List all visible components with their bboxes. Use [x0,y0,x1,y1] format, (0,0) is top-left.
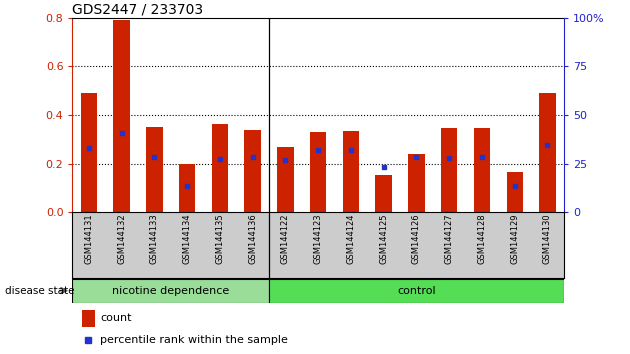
Text: GSM144124: GSM144124 [346,214,355,264]
Text: GSM144136: GSM144136 [248,214,257,264]
Text: GSM144129: GSM144129 [510,214,519,264]
Text: GSM144128: GSM144128 [478,214,486,264]
Text: GSM144132: GSM144132 [117,214,126,264]
Bar [244,130,261,212]
Bar [179,164,195,212]
Text: GSM144127: GSM144127 [445,214,454,264]
Bar [212,124,228,212]
Bar [72,279,269,303]
Bar [113,20,130,212]
Bar [441,129,457,212]
Text: control: control [397,286,436,296]
Bar [310,132,326,212]
Text: GDS2447 / 233703: GDS2447 / 233703 [72,2,203,17]
Text: GSM144134: GSM144134 [183,214,192,264]
Bar [277,147,294,212]
Text: count: count [100,313,132,323]
Text: GSM144130: GSM144130 [543,214,552,264]
Text: GSM144122: GSM144122 [281,214,290,264]
Bar [539,93,556,212]
Bar [507,172,523,212]
Bar [146,127,163,212]
Bar [408,154,425,212]
Bar [81,93,97,212]
Text: percentile rank within the sample: percentile rank within the sample [100,335,288,346]
Text: GSM144135: GSM144135 [215,214,224,264]
Bar [375,175,392,212]
Text: nicotine dependence: nicotine dependence [112,286,229,296]
Text: disease state: disease state [5,286,74,296]
Text: GSM144131: GSM144131 [84,214,93,264]
Bar [269,279,564,303]
Bar [474,129,490,212]
Text: GSM144125: GSM144125 [379,214,388,264]
Bar [83,310,94,326]
Bar [343,131,359,212]
Text: GSM144123: GSM144123 [314,214,323,264]
Text: GSM144126: GSM144126 [412,214,421,264]
Text: GSM144133: GSM144133 [150,214,159,264]
